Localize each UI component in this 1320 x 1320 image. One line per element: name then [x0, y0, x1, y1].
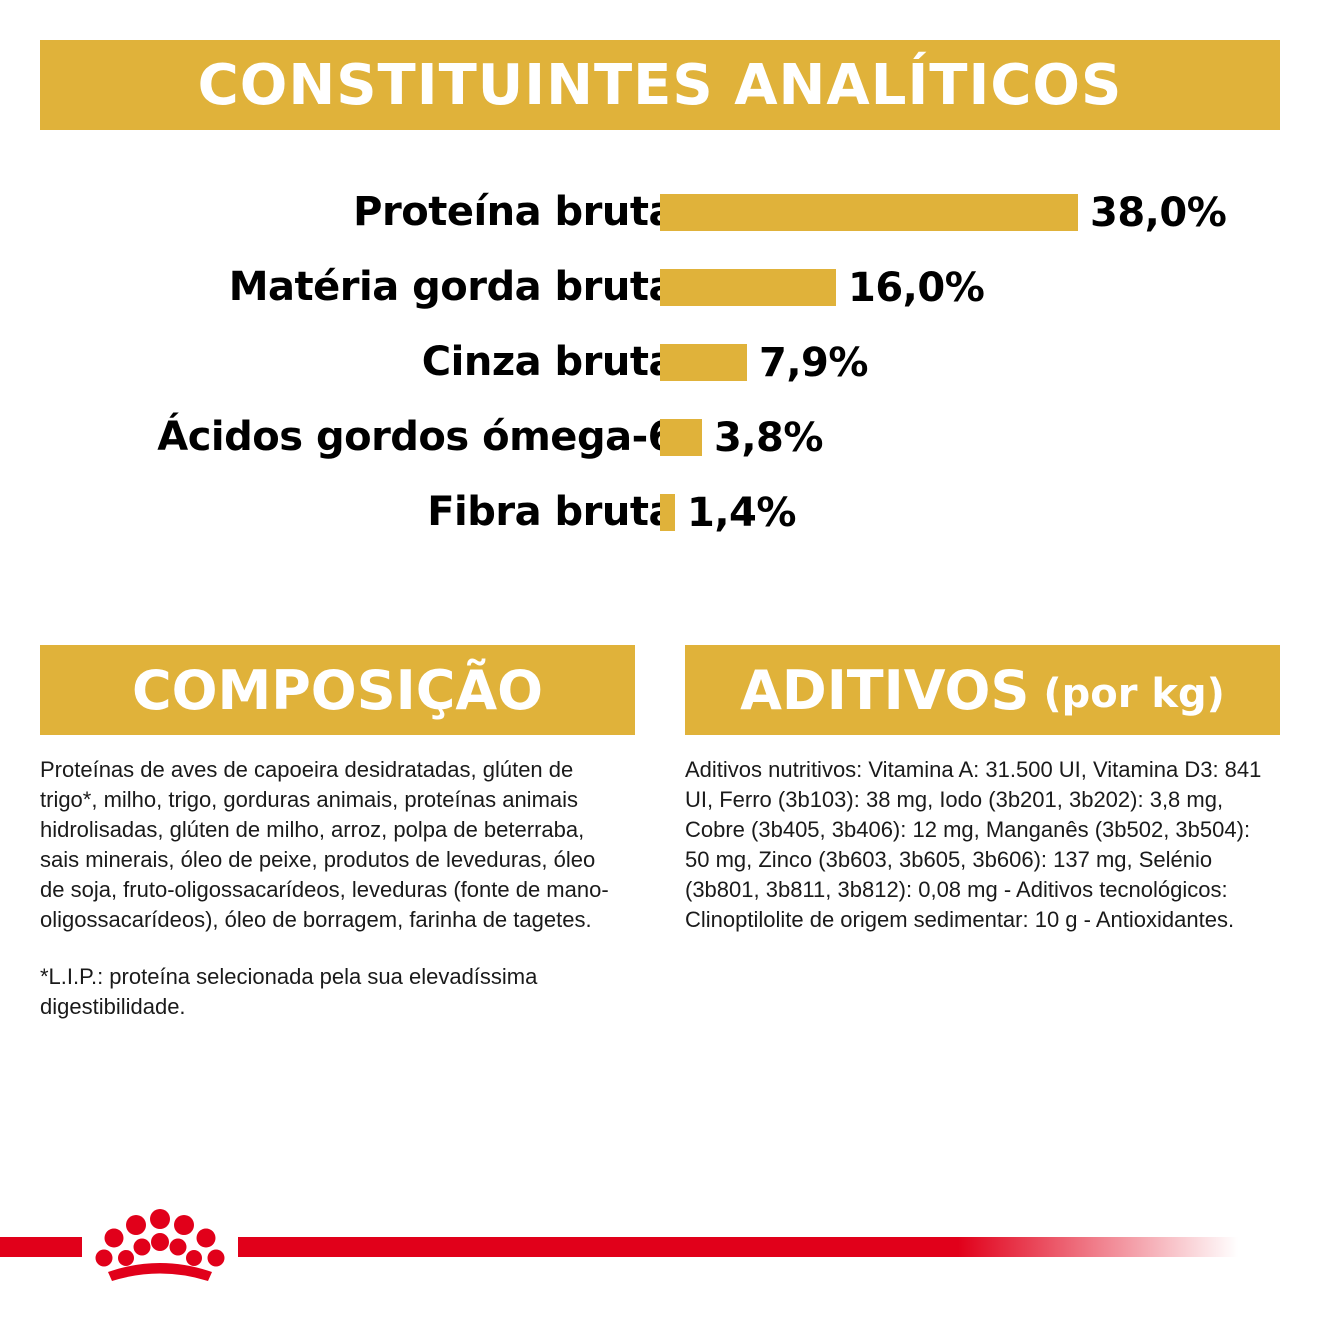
analytic-constituents-heading: CONSTITUINTES ANALÍTICOS — [40, 40, 1280, 130]
composition-text: Proteínas de aves de capoeira desidratad… — [40, 757, 609, 932]
additives-title: ADITIVOS — [740, 658, 1030, 722]
nutrient-value: 7,9% — [759, 339, 868, 386]
nutrient-value: 16,0% — [848, 264, 985, 311]
analytic-constituents-title: CONSTITUINTES ANALÍTICOS — [197, 52, 1123, 118]
nutrient-bar — [660, 269, 836, 306]
crown-logo-icon — [95, 1209, 225, 1281]
composition-heading: COMPOSIÇÃO — [40, 645, 635, 735]
nutrient-bar — [660, 494, 675, 531]
footer-line-left — [0, 1237, 82, 1257]
composition-footnote: *L.I.P.: proteína selecionada pela sua e… — [40, 964, 538, 1019]
nutrient-bar — [660, 419, 702, 456]
nutrient-value: 3,8% — [714, 414, 823, 461]
nutrient-label: Matéria gorda bruta — [228, 264, 676, 310]
additives-text: Aditivos nutritivos: Vitamina A: 31.500 … — [685, 757, 1262, 932]
footer-line-right — [238, 1237, 1238, 1257]
nutrient-row: Proteína bruta 38,0% — [40, 175, 1280, 250]
nutrient-value: 38,0% — [1090, 189, 1227, 236]
nutrient-row: Fibra bruta 1,4% — [40, 475, 1280, 550]
composition-title: COMPOSIÇÃO — [131, 658, 544, 722]
nutrient-label: Cinza bruta — [421, 339, 676, 385]
nutrient-row: Ácidos gordos ómega-6 3,8% — [40, 400, 1280, 475]
nutrient-row: Matéria gorda bruta 16,0% — [40, 250, 1280, 325]
additives-heading: ADITIVOS (por kg) — [685, 645, 1280, 735]
nutrient-bar — [660, 194, 1078, 231]
nutrient-label: Proteína bruta — [353, 189, 675, 235]
nutrient-label: Ácidos gordos ómega-6 — [157, 414, 675, 460]
nutrient-label: Fibra bruta — [427, 489, 675, 535]
nutrient-value: 1,4% — [687, 489, 796, 536]
nutrient-row: Cinza bruta 7,9% — [40, 325, 1280, 400]
nutrient-bar — [660, 344, 747, 381]
nutrient-chart: Proteína bruta 38,0% Matéria gorda bruta… — [40, 175, 1280, 550]
additives-title-suffix: (por kg) — [1043, 671, 1225, 717]
